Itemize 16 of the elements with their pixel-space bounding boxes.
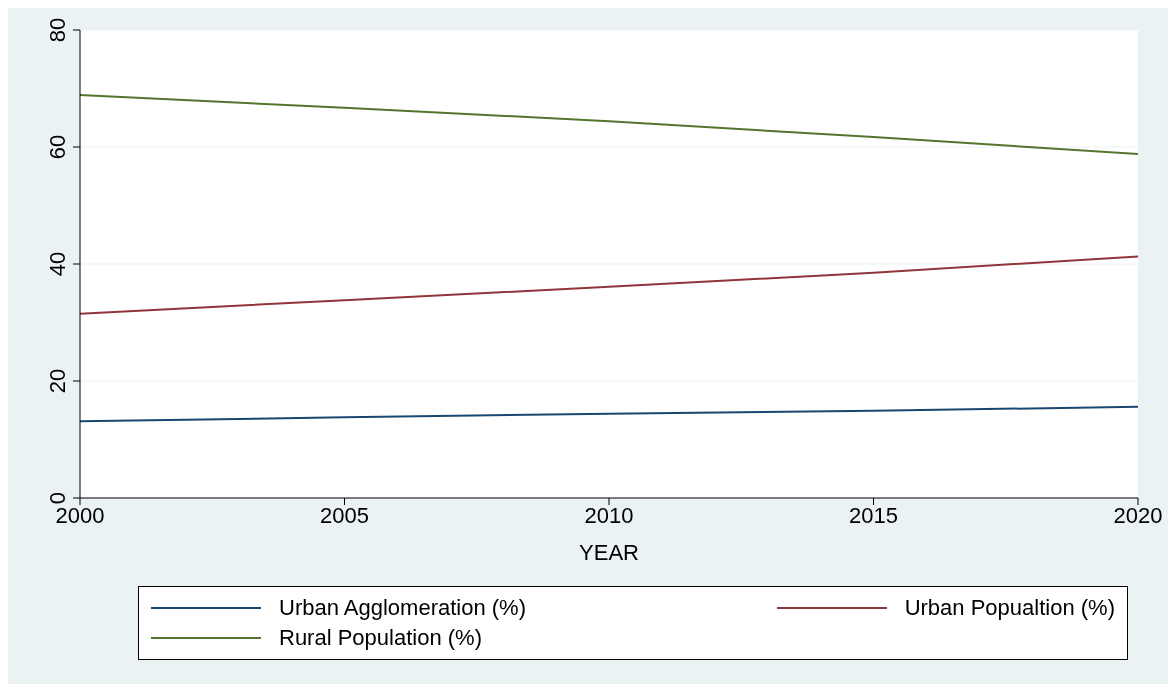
- y-tick-label: 80: [45, 17, 70, 43]
- legend-label: Rural Population (%): [279, 625, 482, 651]
- x-axis-title: YEAR: [579, 540, 639, 565]
- y-tick-label: 40: [45, 251, 70, 277]
- line-series: [80, 255, 1138, 315]
- line-series: [80, 93, 1138, 156]
- x-tick-label: 2010: [584, 502, 634, 528]
- legend-label: Urban Popualtion (%): [904, 595, 1115, 621]
- legend-label: Urban Agglomeration (%): [279, 595, 527, 621]
- x-tick-label: 2005: [320, 502, 369, 528]
- x-tick-label: 2015: [849, 502, 898, 528]
- line-series: [80, 405, 1138, 423]
- y-tick-label: 20: [45, 368, 70, 394]
- y-tick-label: 0: [45, 491, 70, 505]
- y-tick-label: 60: [45, 134, 70, 160]
- x-tick-label: 2020: [1113, 502, 1163, 528]
